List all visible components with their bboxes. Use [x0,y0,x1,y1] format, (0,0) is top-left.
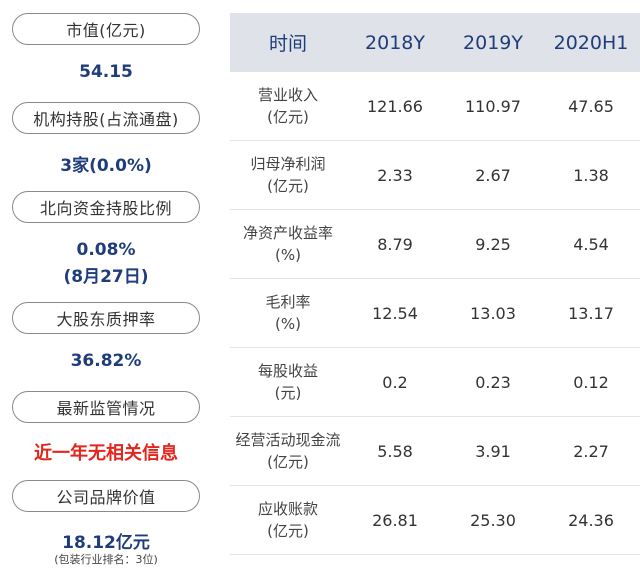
table-cell: 110.97 [465,96,521,116]
market-cap-label: 市值(亿元) [12,13,200,45]
northbound-ratio-value: 0.08% [76,240,136,260]
row-label: 净资产收益率 (%) [242,224,333,264]
row-label: 营业收入 (亿元) [257,86,318,126]
table-cell: 1.38 [573,165,609,185]
brand-value-value: 18.12亿元 [62,533,150,553]
pledge-ratio-label: 大股东质押率 [12,302,200,334]
header-2019y: 2019Y [463,31,523,54]
table-row: 经营活动现金流 (亿元) 5.58 3.91 2.27 [230,417,640,486]
table-row: 归母净利润 (亿元) 2.33 2.67 1.38 [230,141,640,210]
row-label: 经营活动现金流 (亿元) [235,431,341,471]
table-cell: 9.25 [475,234,511,254]
table-cell: 121.66 [367,96,423,116]
institutional-holding-label: 机构持股(占流通盘) [12,102,200,134]
financial-table: 时间 2018Y 2019Y 2020H1 营业收入 (亿元) 121.66 11… [230,13,640,557]
table-cell: 5.58 [377,441,413,461]
table-row: 每股收益 (元) 0.2 0.23 0.12 [230,348,640,417]
table-cell: 13.17 [568,303,614,323]
regulatory-status-value: 近一年无相关信息 [34,443,178,464]
table-cell: 3.91 [475,441,511,461]
table-cell: 8.79 [377,234,413,254]
table-cell: 2.27 [573,441,609,461]
northbound-ratio-label: 北向资金持股比例 [12,191,200,223]
table-row: 营业收入 (亿元) 121.66 110.97 47.65 [230,72,640,141]
table-header: 时间 2018Y 2019Y 2020H1 [230,13,640,72]
table-cell: 2.67 [475,165,511,185]
header-2018y: 2018Y [365,31,425,54]
brand-value-label: 公司品牌价值 [12,480,200,512]
header-period: 时间 [268,33,307,55]
table-cell: 4.54 [573,234,609,254]
table-cell: 0.2 [382,372,408,392]
table-cell: 24.36 [568,510,614,530]
regulatory-status-label: 最新监管情况 [12,391,200,423]
brand-value-rank-note: (包装行业排名：3位) [54,553,158,566]
row-label: 每股收益 (元) [257,362,318,402]
row-label: 归母净利润 (亿元) [250,155,326,195]
table-cell: 2.33 [377,165,413,185]
table-row: 净资产收益率 (%) 8.79 9.25 4.54 [230,210,640,279]
table-cell: 12.54 [372,303,418,323]
table-cell: 26.81 [372,510,418,530]
table-cell: 0.12 [573,372,609,392]
table-row: 毛利率 (%) 12.54 13.03 13.17 [230,279,640,348]
northbound-ratio-date: (8月27日) [63,267,149,287]
table-cell: 47.65 [568,96,614,116]
row-label: 毛利率 (%) [265,293,311,333]
table-cell: 13.03 [470,303,516,323]
market-cap-value: 54.15 [79,62,133,82]
table-cell: 25.30 [470,510,516,530]
header-2020h1: 2020H1 [553,31,629,54]
table-row: 应收账款 (亿元) 26.81 25.30 24.36 [230,486,640,555]
institutional-holding-value: 3家(0.0%) [60,156,152,176]
pledge-ratio-value: 36.82% [70,351,142,371]
table-cell: 0.23 [475,372,511,392]
metrics-panel: 市值(亿元) 54.15 机构持股(占流通盘) 3家(0.0%) 北向资金持股比… [0,0,215,579]
row-label: 应收账款 (亿元) [257,500,318,540]
